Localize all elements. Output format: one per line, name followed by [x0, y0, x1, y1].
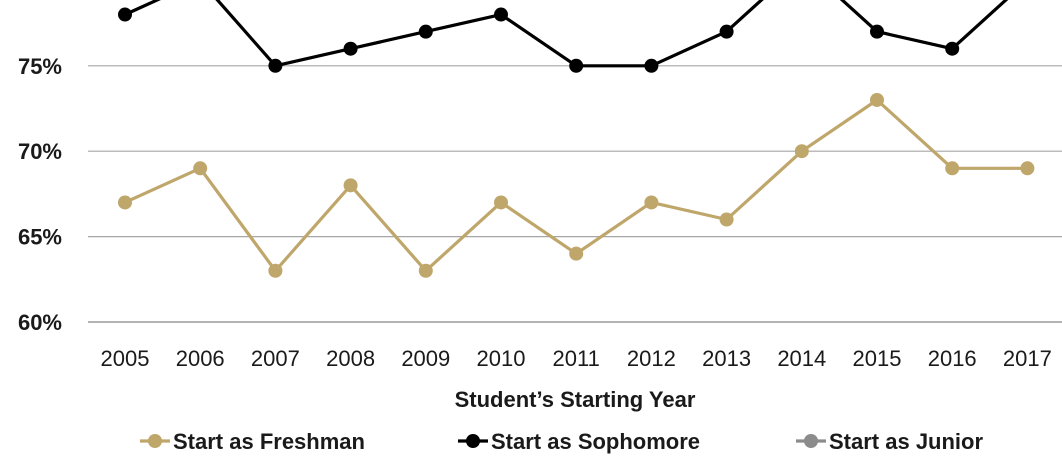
data-point — [494, 7, 508, 22]
series-layer — [118, 0, 1035, 278]
x-tick-label: 2008 — [326, 346, 375, 371]
gridlines — [88, 65, 1062, 323]
data-point — [268, 58, 283, 73]
x-tick-label: 2017 — [1003, 346, 1052, 371]
data-point — [719, 24, 734, 39]
legend-swatch-marker — [804, 434, 818, 448]
data-point — [569, 246, 584, 261]
data-point — [1020, 161, 1035, 176]
legend-label: Start as Sophomore — [491, 429, 700, 454]
y-tick-label: 70% — [18, 139, 62, 164]
x-tick-label: 2016 — [928, 346, 977, 371]
x-axis-title: Student’s Starting Year — [455, 387, 696, 412]
data-point — [494, 195, 508, 210]
data-point — [644, 58, 659, 73]
series-line-0 — [124, 98, 1028, 273]
x-tick-label: 2010 — [477, 346, 526, 371]
x-tick-label: 2013 — [702, 346, 751, 371]
x-tick-label: 2009 — [401, 346, 450, 371]
series-line-1 — [124, 0, 1009, 68]
data-point — [118, 7, 132, 22]
legend-swatch-marker — [466, 434, 480, 448]
data-point — [268, 263, 283, 278]
data-point — [644, 195, 659, 210]
y-tick-label: 75% — [18, 54, 62, 79]
data-point — [945, 41, 960, 56]
x-tick-label: 2014 — [777, 346, 826, 371]
x-tick-label: 2015 — [853, 346, 902, 371]
data-point — [193, 161, 208, 176]
data-point — [118, 195, 132, 210]
y-tick-label: 60% — [18, 310, 62, 335]
x-tick-label: 2012 — [627, 346, 676, 371]
y-axis-ticks: 60% 65% 70% 75% — [18, 54, 62, 335]
data-point — [418, 24, 433, 39]
data-point — [945, 161, 960, 176]
legend-swatch-marker — [148, 434, 162, 448]
data-point — [870, 92, 884, 107]
data-point — [870, 24, 884, 39]
x-tick-label: 2006 — [176, 346, 225, 371]
x-tick-label: 2005 — [101, 346, 150, 371]
data-point — [569, 58, 584, 73]
legend-label: Start as Freshman — [173, 429, 365, 454]
data-point — [418, 263, 433, 278]
data-point — [343, 178, 358, 193]
legend: Start as Freshman Start as Sophomore Start… — [140, 429, 983, 454]
data-point — [343, 41, 358, 56]
legend-label: Start as Junior — [829, 429, 983, 454]
x-tick-label: 2011 — [553, 346, 600, 371]
x-axis-ticks: 2005 2006 2007 2008 2009 2010 2011 2012 2013 2014… — [101, 346, 1052, 371]
data-point — [719, 212, 734, 227]
data-point — [794, 144, 809, 159]
x-tick-label: 2007 — [251, 346, 300, 371]
y-tick-label: 65% — [18, 225, 62, 250]
